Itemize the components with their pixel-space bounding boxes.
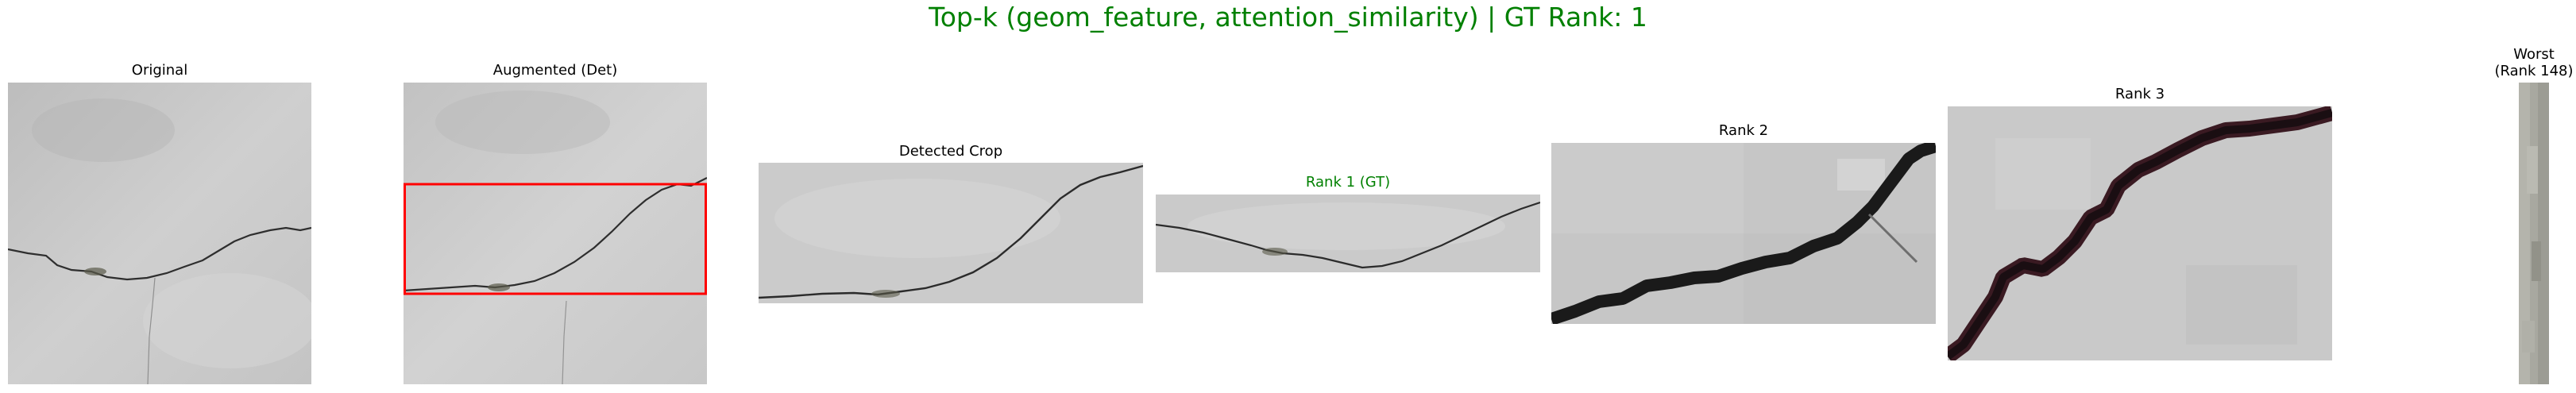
panel-title-rank-2: Rank 2 <box>1718 122 1769 139</box>
panel-title-rank-1: Rank 1 (GT) <box>1305 174 1391 191</box>
detected-crop-image <box>759 163 1143 303</box>
panel-title-detected-crop: Detected Crop <box>898 143 1003 160</box>
worst-image <box>2519 83 2549 384</box>
rank-1-image <box>1156 195 1540 272</box>
figure-title: Top-k (geom_feature, attention_similarit… <box>929 2 1647 33</box>
panel-title-worst-line-2: (Rank 148) <box>2494 63 2574 79</box>
augmented-image <box>404 83 707 384</box>
panel-title-rank-3: Rank 3 <box>2114 86 2165 102</box>
panel-title-original: Original <box>131 62 188 79</box>
panel-title-worst-line-1: Worst <box>2513 46 2555 63</box>
rank-3-image <box>1948 106 2332 360</box>
original-image <box>8 83 311 384</box>
rank-2-image <box>1551 143 1936 324</box>
panel-title-augmented: Augmented (Det) <box>492 62 618 79</box>
panel-title-worst: Worst (Rank 148) <box>2486 46 2576 79</box>
detection-box <box>404 183 707 295</box>
